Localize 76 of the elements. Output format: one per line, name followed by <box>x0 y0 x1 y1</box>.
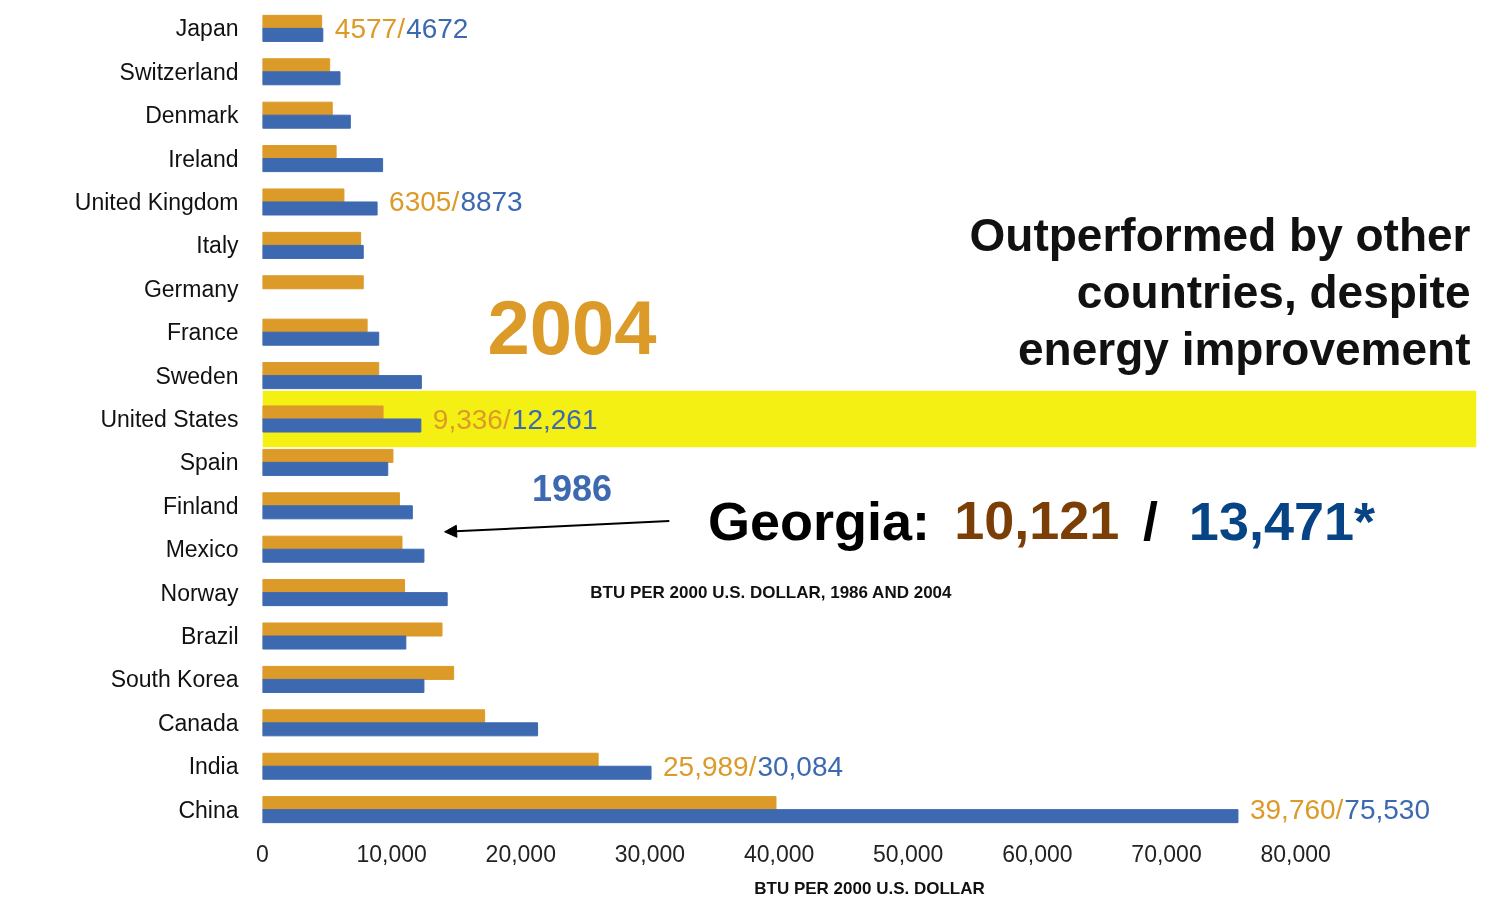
bar <box>262 145 337 160</box>
bar <box>262 492 400 507</box>
y-tick-label: Canada <box>157 709 239 736</box>
annotation: 4577/4672 <box>334 12 469 44</box>
y-tick-label: Spain <box>179 449 239 476</box>
bar <box>262 752 599 767</box>
bar <box>262 275 364 290</box>
bar <box>262 722 539 737</box>
y-tick-label: Switzerland <box>119 58 239 85</box>
x-tick-label: 60,000 <box>1002 840 1073 867</box>
bar <box>262 27 324 42</box>
annotation: 25,989/30,084 <box>663 750 844 782</box>
bar <box>262 244 364 259</box>
bar <box>262 101 333 116</box>
bar <box>262 201 378 216</box>
y-tick-label: Brazil <box>180 623 239 650</box>
y-tick-label: Denmark <box>145 102 239 129</box>
bar <box>262 765 652 780</box>
y-tick-label: France <box>166 319 239 346</box>
bar <box>262 14 323 29</box>
bar <box>262 71 341 86</box>
annotation: 39,760/75,530 <box>1249 794 1430 826</box>
x-tick-label: 80,000 <box>1260 840 1331 867</box>
bar <box>262 114 351 129</box>
bar <box>262 448 394 463</box>
y-tick-label: Norway <box>160 579 239 606</box>
y-tick-label: Finland <box>163 492 239 519</box>
bar <box>262 796 777 811</box>
bar <box>262 362 380 377</box>
x-tick-label: 20,000 <box>485 840 556 867</box>
x-tick-label: 50,000 <box>873 840 944 867</box>
x-tick-label: 70,000 <box>1131 840 1202 867</box>
bar <box>262 318 368 333</box>
series-label: 2004 <box>487 285 657 371</box>
bar <box>262 188 345 203</box>
y-tick-label: Japan <box>175 15 239 42</box>
annotation: 6305/8873 <box>389 186 523 218</box>
y-tick-label: South Korea <box>110 666 239 693</box>
x-tick-label: 10,000 <box>356 840 427 867</box>
bar <box>262 58 331 73</box>
x-tick-label: 0 <box>256 840 269 867</box>
bar <box>262 418 422 433</box>
bar <box>262 461 389 476</box>
y-tick-label: Italy <box>196 232 239 259</box>
bar <box>262 809 1239 824</box>
text: Outperformed by other countries, despite energy improvement <box>969 208 1471 376</box>
bar <box>262 635 407 650</box>
bar <box>262 678 425 693</box>
y-tick-label: United States <box>100 406 239 432</box>
y-tick-label: Mexico <box>165 536 239 563</box>
y-tick-label: Germany <box>143 275 239 302</box>
x-tick-label: 30,000 <box>614 840 686 867</box>
y-tick-label: Ireland <box>168 145 239 172</box>
bar <box>262 158 384 173</box>
bar <box>262 535 403 550</box>
bar <box>262 548 425 563</box>
text: 1986 <box>532 468 613 510</box>
bar <box>262 505 413 520</box>
x-tick-label: 40,000 <box>743 840 815 867</box>
annotation: BTU PER 2000 U.S. DOLLAR, 1986 AND 2004 <box>590 583 953 603</box>
bar <box>262 592 448 607</box>
x-axis-title: BTU PER 2000 U.S. DOLLAR <box>754 878 985 898</box>
annotation: Georgia: 10,121 / 13,471* <box>708 490 1376 551</box>
y-tick-label: United Kingdom <box>74 188 239 215</box>
y-tick-label: China <box>178 796 239 823</box>
bar <box>262 579 406 594</box>
bar <box>262 375 422 390</box>
bar <box>262 709 486 724</box>
annotation: 9,336/12,261 <box>432 403 598 435</box>
bar <box>262 405 384 420</box>
bar <box>262 231 362 246</box>
y-tick-label: Sweden <box>155 362 239 389</box>
y-tick-label: India <box>188 753 239 780</box>
bar <box>262 622 443 637</box>
bar <box>262 331 380 346</box>
bar <box>262 665 455 680</box>
